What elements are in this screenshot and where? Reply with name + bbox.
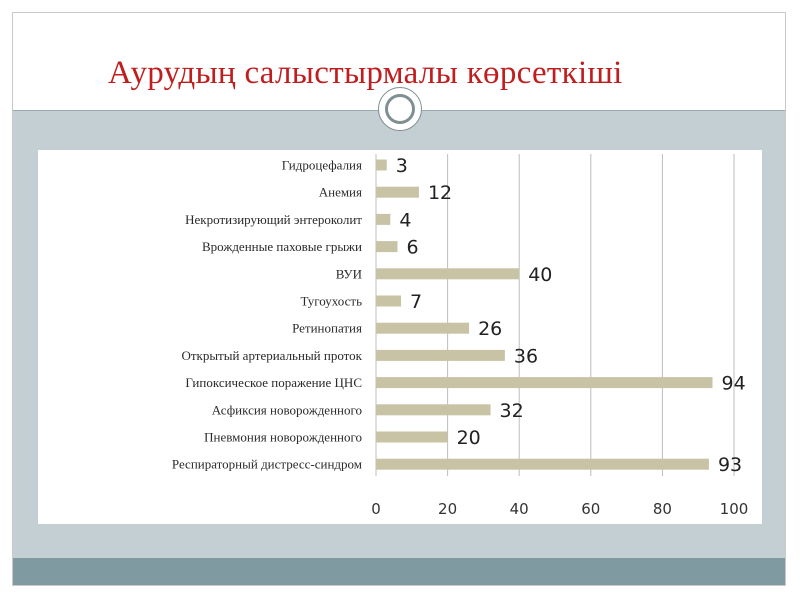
bar	[376, 268, 520, 280]
bar	[376, 159, 387, 171]
category-label: Открытый артериальный проток	[181, 348, 362, 363]
x-tick-label: 40	[510, 500, 529, 518]
category-label: ВУИ	[336, 266, 362, 281]
bar	[376, 213, 391, 225]
value-label: 40	[528, 264, 552, 286]
bar	[376, 186, 419, 198]
bar	[376, 404, 491, 416]
category-label: Пневмония новорожденного	[204, 430, 362, 445]
value-label: 3	[396, 155, 408, 177]
category-label: Некротизирующий энтероколит	[185, 212, 362, 227]
value-label: 7	[410, 291, 422, 313]
circle-ornament-inner	[385, 94, 415, 124]
category-label: Врожденные паховые грыжи	[202, 239, 362, 254]
bar	[376, 458, 709, 470]
chart-panel: Гидроцефалия Анемия Некротизирующий энтеро…	[38, 150, 762, 524]
x-tick-label: 100	[720, 500, 749, 518]
x-tick-label: 80	[653, 500, 672, 518]
bar	[376, 295, 402, 307]
value-label: 36	[514, 345, 538, 367]
category-label: Гидроцефалия	[282, 158, 362, 173]
slide-title: Аурудың салыстырмалы көрсеткіші	[108, 55, 623, 91]
category-label: Асфиксия новорожденного	[212, 402, 362, 417]
bar-chart: Гидроцефалия Анемия Некротизирующий энтеро…	[172, 154, 748, 518]
value-label: 12	[428, 182, 452, 204]
circle-ornament-icon	[378, 87, 422, 131]
category-label: Респираторный дистресс-синдром	[172, 457, 362, 472]
category-label: Анемия	[319, 185, 362, 200]
bars	[376, 159, 713, 470]
bar	[376, 349, 505, 361]
category-label: Тугоухость	[300, 294, 362, 309]
value-labels: 3 12 4 6 40 7 26 36 94 32 20 93	[396, 155, 746, 476]
value-label: 20	[457, 427, 481, 449]
category-labels: Гидроцефалия Анемия Некротизирующий энтеро…	[172, 158, 363, 472]
value-label: 4	[399, 209, 411, 231]
grid-lines	[375, 154, 735, 476]
value-label: 6	[406, 237, 418, 259]
x-tick-label: 0	[371, 500, 381, 518]
bar	[376, 241, 398, 253]
bar	[376, 322, 470, 334]
value-label: 94	[722, 373, 746, 395]
bottom-band	[13, 558, 785, 585]
value-label: 26	[478, 318, 502, 340]
x-tick-label: 20	[438, 500, 457, 518]
value-label: 93	[718, 454, 742, 476]
bar	[376, 377, 713, 389]
x-tick-labels: 0 20 40 60 80 100	[371, 500, 748, 518]
x-tick-label: 60	[581, 500, 600, 518]
category-label: Ретинопатия	[292, 321, 362, 336]
bar	[376, 431, 448, 443]
category-label: Гипоксическое поражение ЦНС	[185, 375, 362, 390]
value-label: 32	[500, 400, 524, 422]
